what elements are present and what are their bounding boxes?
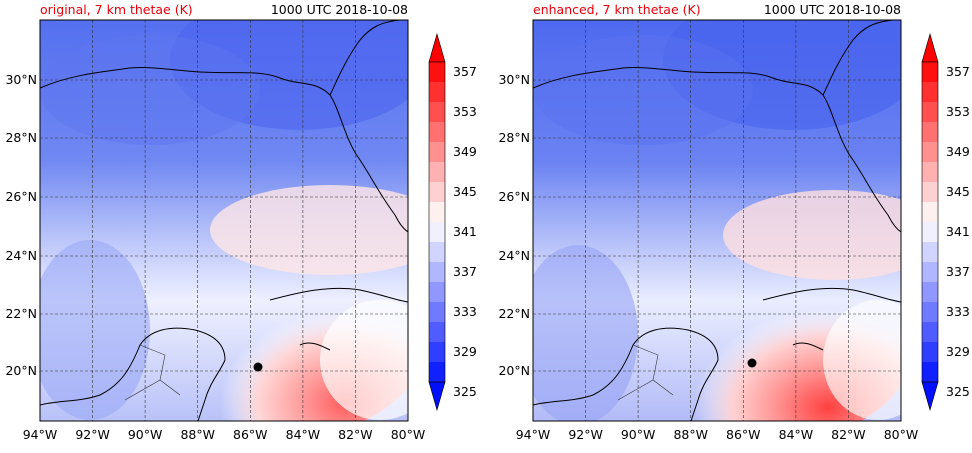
lat-tick: 24°N	[498, 248, 530, 263]
borders	[617, 344, 674, 401]
coastline	[40, 20, 408, 421]
map-enhanced: 30°N 28°N 26°N 24°N 22°N 20°N 94°W 92°W …	[498, 19, 970, 442]
colorbar-tick: 329	[946, 344, 970, 359]
map-frame	[532, 19, 902, 422]
lon-tick: 86°W	[726, 427, 761, 442]
lon-tick: 82°W	[831, 427, 866, 442]
colorbar-tick: 357	[946, 64, 970, 79]
lon-tick: 88°W	[180, 427, 215, 442]
colorbar-tick: 341	[946, 224, 970, 239]
colorbar-tick-labels: 357 353 349 345 341 337 333 329 325	[946, 64, 970, 399]
panel-timestamp: 1000 UTC 2018-10-08	[270, 2, 408, 17]
lon-tick: 90°W	[128, 427, 163, 442]
colorbar-tick: 329	[453, 344, 477, 359]
lon-tick: 86°W	[233, 427, 268, 442]
colorbar-tick-labels: 357 353 349 345 341 337 333 329 325	[453, 64, 477, 399]
lon-tick: 92°W	[568, 427, 603, 442]
lat-tick: 28°N	[498, 130, 530, 145]
colorbar-tick: 345	[946, 184, 970, 199]
colorbar: 357 353 349 345 341 337 333 329 325	[428, 32, 477, 412]
colorbar-tick: 357	[453, 64, 477, 79]
panel-title: enhanced, 7 km thetae (K)	[533, 2, 701, 17]
lon-tick: 80°W	[884, 427, 919, 442]
map-frame	[39, 19, 409, 422]
lon-tick: 94°W	[516, 427, 551, 442]
lat-tick: 22°N	[498, 306, 530, 321]
colorbar-tick: 337	[946, 264, 970, 279]
colorbar-tick: 349	[946, 144, 970, 159]
colorbar-tick: 349	[453, 144, 477, 159]
storm-center-marker	[253, 362, 263, 372]
lat-tick: 30°N	[5, 72, 37, 87]
lon-tick: 80°W	[391, 427, 426, 442]
coastline	[533, 20, 901, 421]
lon-tick: 88°W	[673, 427, 708, 442]
lon-tick: 84°W	[286, 427, 321, 442]
lon-tick: 94°W	[23, 427, 58, 442]
thetae-field	[533, 20, 901, 421]
panel-original: original, 7 km thetae (K) 1000 UTC 2018-…	[0, 0, 480, 449]
panel-title: original, 7 km thetae (K)	[40, 2, 193, 17]
colorbar-tick: 345	[453, 184, 477, 199]
colorbar-tick: 337	[453, 264, 477, 279]
colorbar-tick: 341	[453, 224, 477, 239]
lat-tick: 20°N	[5, 363, 37, 378]
borders	[124, 344, 181, 401]
lon-tick: 84°W	[779, 427, 814, 442]
lon-tick: 90°W	[621, 427, 656, 442]
colorbar-tick: 325	[453, 384, 477, 399]
colorbar-tick: 353	[453, 104, 477, 119]
panel-timestamp: 1000 UTC 2018-10-08	[763, 2, 901, 17]
lat-tick: 20°N	[498, 363, 530, 378]
lat-tick: 28°N	[5, 130, 37, 145]
lat-tick: 22°N	[5, 306, 37, 321]
lon-tick: 92°W	[75, 427, 110, 442]
lat-tick-labels: 30°N 28°N 26°N 24°N 22°N 20°N	[5, 72, 37, 378]
colorbar-tick: 333	[453, 304, 477, 319]
map-original: 30°N 28°N 26°N 24°N 22°N 20°N 94°W 92°W …	[5, 19, 477, 442]
lat-tick: 26°N	[5, 189, 37, 204]
colorbar-tick: 353	[946, 104, 970, 119]
lon-tick-labels: 94°W 92°W 90°W 88°W 86°W 84°W 82°W 80°W	[516, 427, 919, 442]
lon-tick: 82°W	[338, 427, 373, 442]
graticule	[40, 20, 408, 421]
colorbar-tick: 333	[946, 304, 970, 319]
lon-tick-labels: 94°W 92°W 90°W 88°W 86°W 84°W 82°W 80°W	[23, 427, 426, 442]
lat-tick-labels: 30°N 28°N 26°N 24°N 22°N 20°N	[498, 72, 530, 378]
panel-enhanced: enhanced, 7 km thetae (K) 1000 UTC 2018-…	[493, 0, 972, 449]
lat-tick: 30°N	[498, 72, 530, 87]
lat-tick: 24°N	[5, 248, 37, 263]
colorbar: 357 353 349 345 341 337 333 329 325	[921, 32, 970, 412]
storm-center-marker	[747, 358, 757, 368]
lat-tick: 26°N	[498, 189, 530, 204]
colorbar-tick: 325	[946, 384, 970, 399]
thetae-field	[40, 20, 408, 421]
graticule	[533, 20, 901, 421]
